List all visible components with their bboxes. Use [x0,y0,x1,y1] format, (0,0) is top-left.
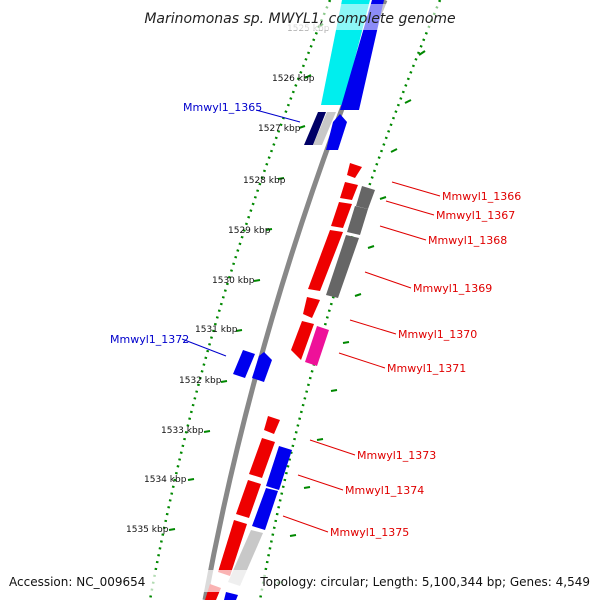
gene-label[interactable]: Mmwyl1_1369 [413,282,492,295]
ruler-tick [303,486,311,489]
ruler-tick [168,528,176,531]
gene-label[interactable]: Mmwyl1_1373 [357,449,436,462]
leader-line [309,439,356,456]
cog-bar-navy [304,112,326,145]
ruler-tick [235,329,243,332]
ruler-tick [404,99,412,104]
ruler-tick [277,177,285,180]
cds-forward-1372b[interactable] [252,352,272,382]
cds-reverse-1366[interactable] [347,163,362,178]
cog-bar-light [313,112,336,145]
map-title: Marinomonas sp. MWYL1, complete genome [144,11,455,27]
leader-line [282,515,329,533]
leader-line [297,474,344,491]
ruler-outer-line [258,0,442,600]
ruler-tick [330,389,338,392]
ruler-tick [379,196,387,200]
feature-layer [148,0,442,600]
ruler-tick [367,245,375,249]
gene-label[interactable]: Mmwyl1_1375 [330,526,409,539]
cds-forward-1365[interactable] [326,114,347,150]
cds-reverse-1369[interactable] [303,297,320,318]
gene-label[interactable]: Mmwyl1_1372 [110,333,189,346]
gene-label[interactable]: Mmwyl1_1368 [428,234,507,247]
tick-label: 1527 kbp [258,124,301,134]
gene-label[interactable]: Mmwyl1_1370 [398,328,477,341]
ruler-tick [298,125,306,129]
ruler-tick [354,293,362,297]
cds-reverse-1373b[interactable] [249,438,275,478]
cds-reverse-1367[interactable] [331,202,352,228]
gene-labels: Mmwyl1_1365 Mmwyl1_1366 Mmwyl1_1367 Mmwy… [110,101,521,539]
ruler-tick [187,478,195,481]
gene-label[interactable]: Mmwyl1_1365 [183,101,262,114]
leader-lines [181,109,441,533]
gene-label[interactable]: Mmwyl1_1371 [387,362,466,375]
tick-label: 1532 kbp [179,376,222,386]
leader-line [391,181,441,197]
cog-bar-blue [224,592,238,600]
leader-line [349,319,397,335]
ruler-tick [203,430,211,433]
cog-bar-gray [347,206,368,235]
ruler-tick [289,534,297,537]
leader-line [385,200,435,216]
cog-bar-blue [252,488,278,530]
tick-label: 1528 kbp [243,176,286,186]
cds-reverse-1374[interactable] [236,480,261,518]
tick-label: 1535 kbp [126,525,169,535]
tick-label: 1529 kbp [228,226,271,236]
ruler-inner-line [148,0,332,600]
tick-label: 1534 kbp [144,475,187,485]
leader-line [364,271,412,289]
cog-bar-gray [326,235,359,298]
topology-text: Topology: circular; Length: 5,100,344 bp… [259,575,590,589]
cds-reverse-1366b[interactable] [340,182,358,200]
leader-line [338,352,386,369]
cds-reverse-1373[interactable] [264,416,280,434]
leader-line [181,338,227,357]
ruler-tick [220,380,228,383]
leader-line [379,225,427,241]
ruler-tick [304,74,312,79]
gene-label[interactable]: Mmwyl1_1366 [442,190,521,203]
cds-reverse-1368[interactable] [308,230,343,291]
ruler-tick [265,228,273,231]
ruler-tick [390,148,398,153]
cds-reverse-1370[interactable] [291,321,314,360]
title-backdrop [140,4,460,30]
tick-label: 1530 kbp [212,276,255,286]
ruler-tick [418,50,426,56]
tick-label: 1533 kbp [161,426,204,436]
accession-text: Accession: NC_009654 [9,575,145,589]
footer-backdrop [0,570,600,592]
tick-label: 1526 kbp [272,74,315,84]
gene-label[interactable]: Mmwyl1_1374 [345,484,424,497]
gene-label[interactable]: Mmwyl1_1367 [436,209,515,222]
cog-bar-gray [356,186,375,209]
cog-bar-pink [305,326,329,366]
tick-label: 1531 kbp [195,325,238,335]
leader-line [255,109,301,123]
ruler-tick [253,279,261,282]
ruler-tick [316,438,324,441]
cog-bar-blue [266,446,292,490]
cds-forward-1372[interactable] [233,350,255,378]
ruler-tick [342,341,350,344]
cds-reverse-1375[interactable] [218,520,247,576]
